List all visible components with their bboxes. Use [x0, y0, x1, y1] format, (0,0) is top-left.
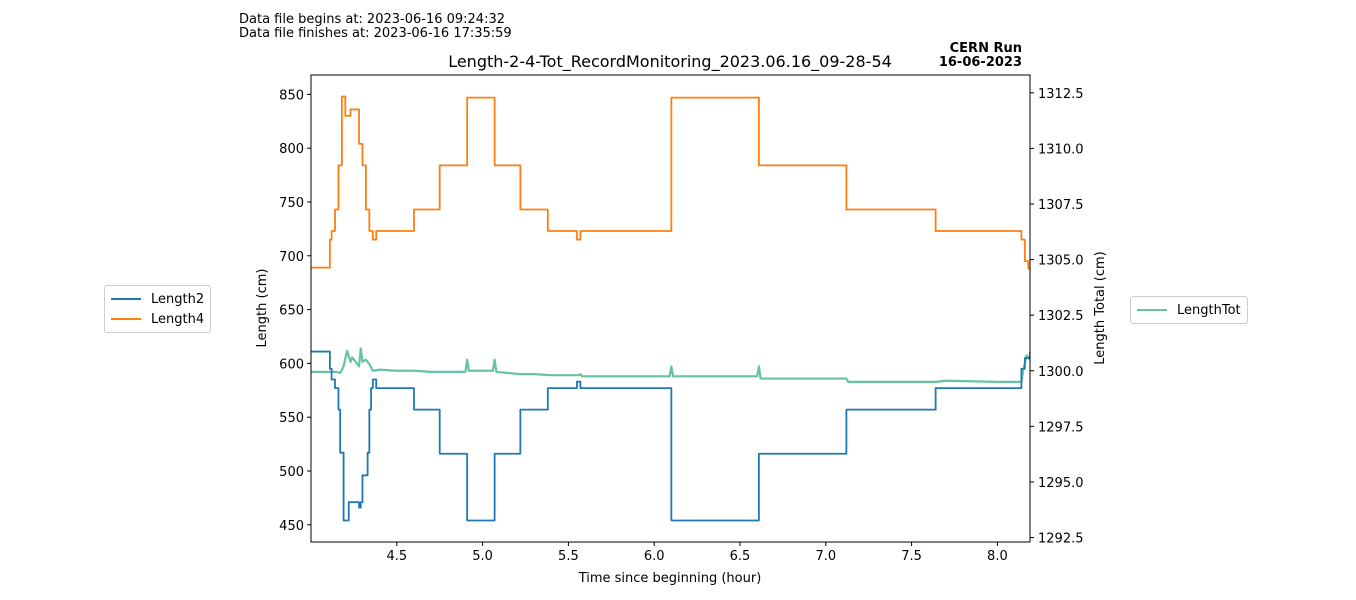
y-tick-label: 850 [279, 88, 304, 103]
series-line-length2 [311, 350, 1030, 522]
x-tick-label: 4.5 [386, 549, 407, 564]
y-tick-label: 750 [279, 196, 304, 211]
y2-tick-label: 1292.5 [1038, 532, 1084, 547]
y2-tick-label: 1310.0 [1038, 142, 1084, 157]
x-axis-label: Time since beginning (hour) [578, 571, 762, 586]
y2-tick-label: 1300.0 [1038, 365, 1084, 380]
legend-label-length4: Length4 [151, 311, 205, 327]
y2-axis-label: Length Total (cm) [1093, 251, 1108, 364]
legend-item-lengthtot: LengthTot [1137, 300, 1241, 320]
x-tick-label: 5.0 [472, 549, 493, 564]
y-axis-right: 1292.5 1295.0 1297.5 1300.0 1302.5 1305.0 1307… [1030, 87, 1084, 547]
legend-item-length4: Length4 [111, 309, 204, 329]
y2-tick-label: 1312.5 [1038, 87, 1084, 102]
plot-frame [310, 74, 1031, 543]
x-tick-label: 5.5 [558, 549, 579, 564]
y2-tick-label: 1302.5 [1038, 309, 1084, 324]
data-begin-text: Data file begins at: 2023-06-16 09:24:32 [239, 12, 506, 27]
series-line-lengthtot [311, 347, 1030, 383]
y2-tick-label: 1297.5 [1038, 420, 1084, 435]
run-date: 16-06-2023 [938, 55, 1022, 70]
x-tick-label: 6.5 [730, 549, 751, 564]
y-tick-label: 800 [279, 142, 304, 157]
x-tick-label: 6.0 [644, 549, 665, 564]
legend-label-length2: Length2 [151, 291, 205, 307]
x-axis: 4.5 5.0 5.5 6.0 6.5 7.0 7.5 8.0 [386, 542, 1008, 564]
run-name: CERN Run [949, 41, 1022, 56]
y-tick-label: 650 [279, 304, 304, 319]
x-tick-label: 7.5 [901, 549, 922, 564]
x-tick-label: 8.0 [987, 549, 1008, 564]
y-tick-label: 500 [279, 465, 304, 480]
series-line-length4 [311, 95, 1030, 270]
legend-item-length2: Length2 [111, 289, 204, 309]
run-label: CERN Run 16-06-2023 [939, 42, 1022, 70]
x-tick-label: 7.0 [815, 549, 836, 564]
data-finish-text: Data file finishes at: 2023-06-16 17:35:… [239, 26, 512, 41]
y2-tick-label: 1295.0 [1038, 476, 1084, 491]
legend-right: LengthTot [1130, 296, 1248, 324]
y-axis-label: Length (cm) [255, 269, 270, 348]
y-tick-label: 700 [279, 250, 304, 265]
y-tick-label: 600 [279, 357, 304, 372]
legend-label-lengthtot: LengthTot [1177, 302, 1241, 318]
y2-tick-label: 1307.5 [1038, 198, 1084, 213]
y2-tick-label: 1305.0 [1038, 254, 1084, 269]
legend-swatch-length2 [111, 298, 141, 300]
y-axis-left: 450 500 550 600 650 700 750 800 850 [279, 88, 311, 534]
y-tick-label: 550 [279, 411, 304, 426]
legend-swatch-length4 [111, 318, 141, 320]
series-layer [311, 95, 1030, 522]
legend-swatch-lengthtot [1137, 309, 1167, 311]
legend-left: Length2 Length4 [104, 285, 212, 333]
y-tick-label: 450 [279, 519, 304, 534]
chart-title: Length-2-4-Tot_RecordMonitoring_2023.06.… [448, 52, 892, 72]
